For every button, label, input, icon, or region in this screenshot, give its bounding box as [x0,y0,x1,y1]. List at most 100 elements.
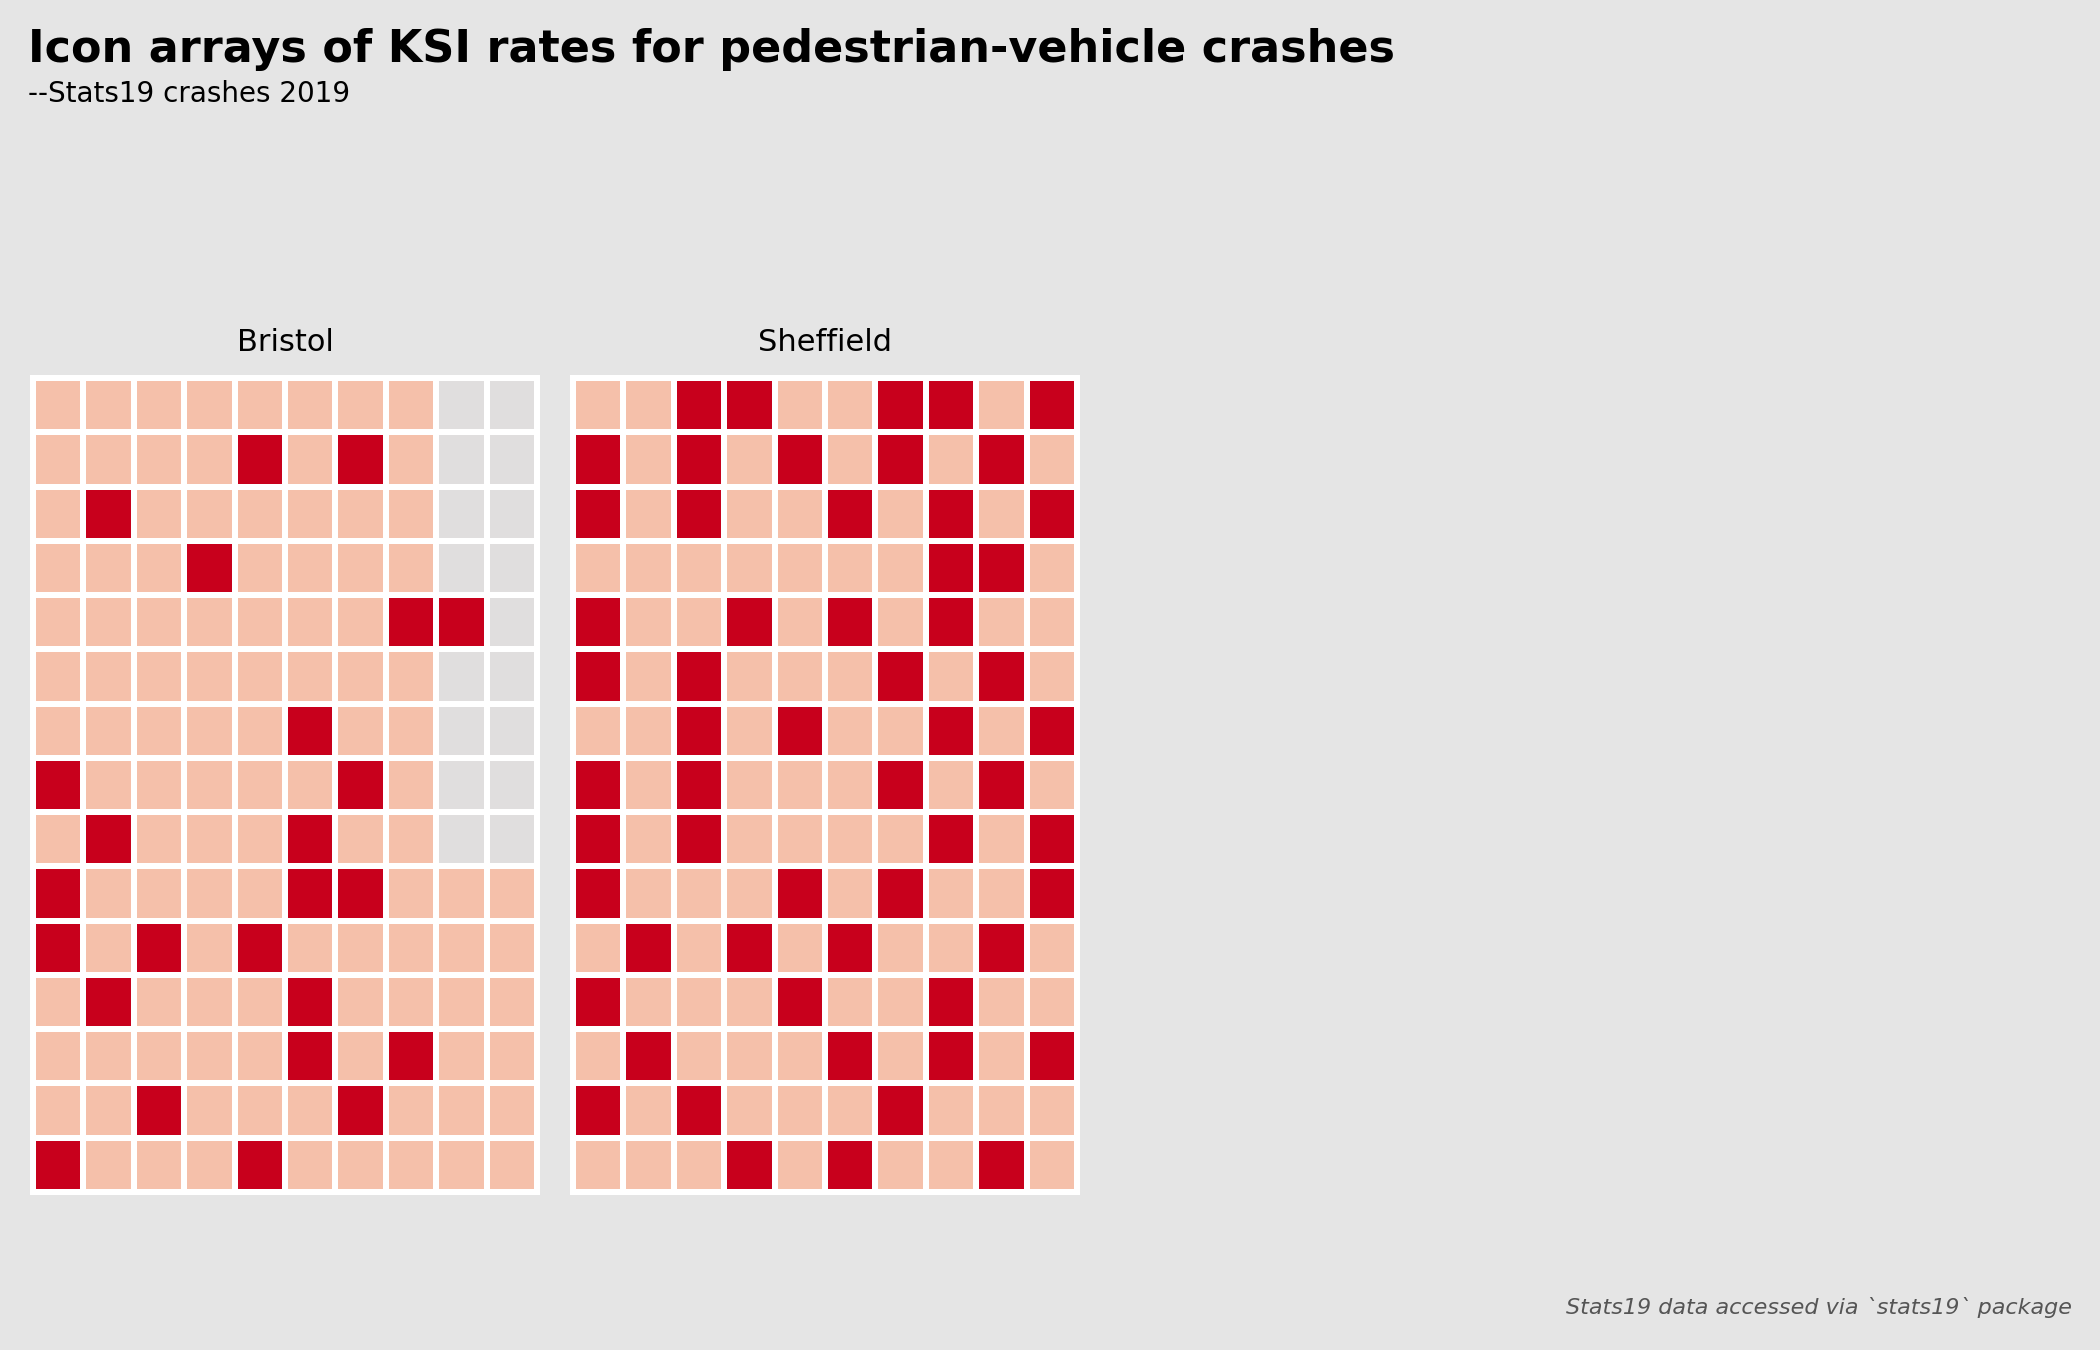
Bar [626,815,670,864]
Bar [288,923,332,972]
Bar [86,706,130,755]
Bar [237,977,281,1026]
Bar [878,923,922,972]
Bar [676,923,720,972]
Bar [136,977,181,1026]
Bar [1029,1141,1073,1189]
Bar [979,490,1023,537]
Bar [187,1033,231,1080]
Bar [187,544,231,593]
Bar [928,1141,972,1189]
Bar [288,1033,332,1080]
Bar [928,490,972,537]
Bar [388,815,433,864]
Bar [575,652,620,701]
Bar [388,1033,433,1080]
Bar [288,1087,332,1135]
Bar [777,706,821,755]
Bar [676,1087,720,1135]
Bar [86,1141,130,1189]
Bar [439,598,483,647]
Bar [136,815,181,864]
Bar [36,1141,80,1189]
Bar [388,652,433,701]
Bar [777,977,821,1026]
Bar [928,598,972,647]
Bar [86,977,130,1026]
Bar [777,1141,821,1189]
Bar [727,652,771,701]
Bar [575,706,620,755]
Bar [878,490,922,537]
Bar [928,381,972,429]
Bar [439,761,483,809]
Bar [439,1033,483,1080]
Bar [439,652,483,701]
Bar [626,598,670,647]
Bar [626,761,670,809]
Bar [878,381,922,429]
Bar [1029,544,1073,593]
Bar [237,869,281,918]
Bar [676,598,720,647]
Bar [979,598,1023,647]
Bar [1029,761,1073,809]
Bar [388,490,433,537]
Bar [29,375,540,1195]
Bar [338,1087,382,1135]
Bar [338,544,382,593]
Bar [86,490,130,537]
Bar [979,435,1023,483]
Bar [338,435,382,483]
Bar [626,490,670,537]
Bar [338,706,382,755]
Bar [827,761,872,809]
Bar [676,1141,720,1189]
Bar [237,706,281,755]
Bar [36,761,80,809]
Bar [878,761,922,809]
Bar [338,598,382,647]
Bar [727,977,771,1026]
Bar [288,761,332,809]
Bar [439,977,483,1026]
Bar [136,761,181,809]
Bar [489,1087,533,1135]
Bar [36,490,80,537]
Bar [626,706,670,755]
Bar [878,1141,922,1189]
Bar [489,977,533,1026]
Bar [36,923,80,972]
Bar [575,598,620,647]
Text: Icon arrays of KSI rates for pedestrian-vehicle crashes: Icon arrays of KSI rates for pedestrian-… [27,28,1394,72]
Bar [36,544,80,593]
Bar [676,761,720,809]
Bar [288,815,332,864]
Bar [136,1033,181,1080]
Bar [878,652,922,701]
Bar [136,706,181,755]
Bar [86,598,130,647]
Bar [86,815,130,864]
Bar [878,977,922,1026]
Bar [489,1033,533,1080]
Bar [827,923,872,972]
Bar [338,381,382,429]
Bar [288,490,332,537]
Bar [237,815,281,864]
Bar [676,381,720,429]
Bar [338,815,382,864]
Bar [136,435,181,483]
Bar [979,1087,1023,1135]
Bar [727,923,771,972]
Bar [288,381,332,429]
Bar [187,598,231,647]
Bar [338,1033,382,1080]
Bar [136,923,181,972]
Bar [489,923,533,972]
Bar [626,544,670,593]
Bar [288,869,332,918]
Bar [237,598,281,647]
Bar [388,706,433,755]
Bar [727,1141,771,1189]
